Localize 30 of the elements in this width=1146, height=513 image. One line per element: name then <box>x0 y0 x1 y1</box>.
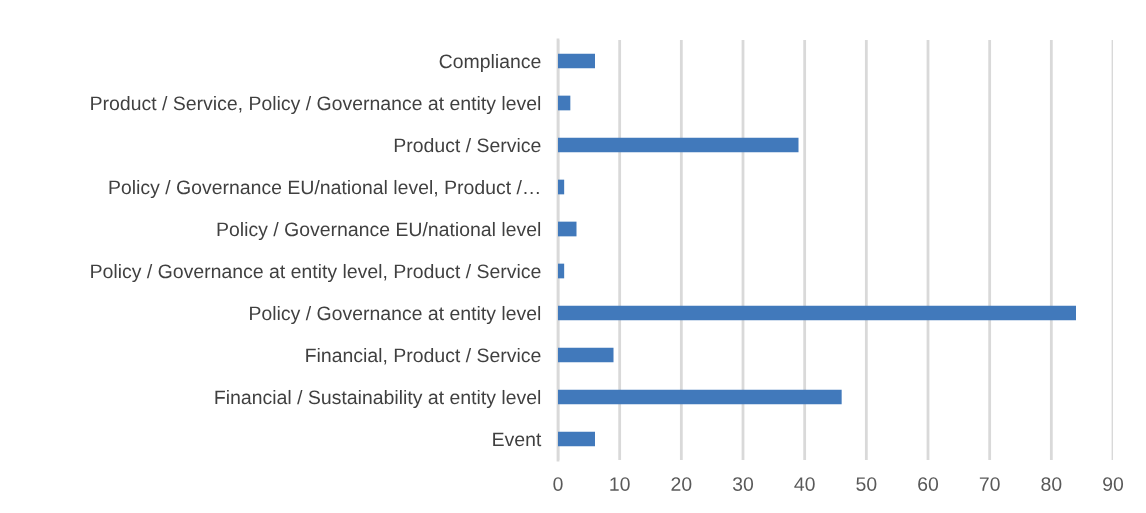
x-tick-label: 20 <box>671 477 692 491</box>
x-tick-label: 60 <box>918 477 939 491</box>
bar <box>558 263 565 279</box>
bar <box>558 95 571 111</box>
bar <box>558 347 614 363</box>
x-tick-label: 50 <box>856 477 877 491</box>
x-tick-label: 70 <box>979 477 1000 491</box>
x-tick-label: 40 <box>794 477 815 491</box>
y-tick-label: Product / Service, Policy / Governance at entity level <box>91 95 541 115</box>
bar <box>558 53 595 69</box>
y-tick-label: Compliance <box>439 53 541 73</box>
y-tick-label: Policy / Governance EU/national level, Product /… <box>109 179 539 199</box>
bar <box>558 221 577 237</box>
x-tick-label: 90 <box>1103 477 1124 491</box>
y-tick-label: Policy / Governance at entity level <box>250 305 541 325</box>
bar <box>558 137 799 153</box>
x-tick-label: 0 <box>553 477 563 491</box>
x-tick-label: 10 <box>610 477 630 491</box>
x-tick-label: 80 <box>1041 477 1062 491</box>
y-tick-label: Event <box>493 432 542 447</box>
x-tick-label: 30 <box>732 477 754 491</box>
bar <box>558 179 565 195</box>
bar <box>558 389 842 405</box>
y-tick-label: Financial, Product / Service <box>306 347 541 365</box>
bar <box>558 431 595 447</box>
y-tick-label: Policy / Governance EU/national level <box>217 221 541 241</box>
y-tick-label: Policy / Governance at entity level, Product / Service <box>91 263 541 283</box>
y-tick-label: Financial / Sustainability at entity level <box>215 389 541 409</box>
bar <box>558 305 1076 321</box>
y-tick-label: Product / Service <box>394 137 541 153</box>
